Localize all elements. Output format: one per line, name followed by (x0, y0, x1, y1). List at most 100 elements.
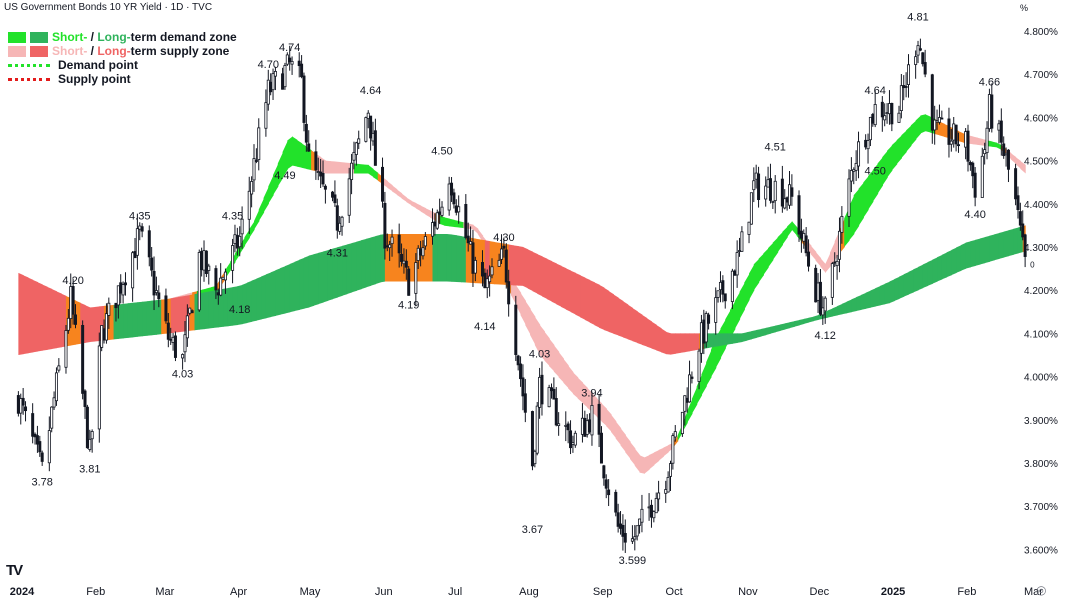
candle (633, 525, 637, 551)
zone-segment (477, 228, 484, 243)
candle (852, 167, 856, 185)
candle (847, 169, 851, 227)
zone-segment (142, 301, 148, 337)
price-label: 4.64 (360, 85, 381, 97)
y-tick-label: 3.700% (1024, 502, 1058, 513)
zone-segment (261, 274, 267, 320)
zone-segment (258, 198, 265, 222)
zone-segment (770, 325, 776, 334)
zone-segment (756, 328, 762, 338)
candle (347, 167, 351, 223)
zone-segment (651, 321, 657, 351)
candle (254, 148, 258, 164)
candle (723, 293, 727, 309)
price-label: 4.81 (907, 12, 928, 24)
zone-segment (810, 245, 817, 261)
candle (352, 141, 356, 170)
zone-segment (370, 236, 376, 286)
zone-segment (558, 351, 564, 383)
zone-segment (406, 197, 412, 206)
zone-segment (85, 305, 91, 343)
zone-segment (392, 185, 398, 195)
zone-segment (765, 326, 772, 336)
legend-supply-point: Supply point (8, 72, 237, 86)
zone-segment (137, 301, 143, 337)
candle (1021, 210, 1025, 241)
candle (704, 311, 708, 348)
zone-segment (208, 290, 215, 329)
settings-icon[interactable]: ◎ (1036, 583, 1047, 597)
zone-segment (853, 188, 860, 235)
zone-segment (989, 234, 995, 262)
last-price-marker: 0 (1030, 260, 1035, 269)
y-tick-label: 4.100% (1024, 329, 1058, 340)
candle (802, 229, 806, 249)
zone-segment (342, 244, 348, 296)
candle (507, 269, 511, 317)
candle (733, 269, 737, 276)
candle (204, 250, 208, 278)
zone-segment (494, 241, 500, 285)
candle (430, 208, 434, 245)
y-tick-label: 4.400% (1024, 200, 1058, 211)
candle (897, 105, 901, 123)
price-label: 4.20 (62, 275, 83, 287)
candle (454, 199, 458, 216)
candle (623, 519, 627, 553)
zone-segment (513, 245, 519, 286)
y-tick-label: 4.000% (1024, 373, 1058, 384)
zone-segment (232, 286, 238, 326)
candle (147, 225, 151, 267)
zone-segment (525, 300, 531, 336)
zone-segment (444, 217, 450, 227)
candle (583, 410, 587, 437)
candle (921, 52, 925, 67)
candle (873, 90, 877, 128)
zone-segment (242, 282, 248, 325)
candle (887, 90, 891, 125)
candle (231, 238, 235, 284)
zone-segment (565, 268, 572, 313)
x-tick-label: Mar (155, 586, 174, 598)
price-label: 4.40 (964, 209, 985, 221)
zone-segment (594, 282, 600, 328)
zone-segment (387, 181, 393, 192)
candle (783, 189, 787, 210)
zone-segment (251, 278, 257, 322)
candle (652, 510, 656, 523)
candle (550, 383, 554, 399)
candle (414, 253, 418, 307)
candle (902, 75, 906, 101)
zone-segment (273, 163, 279, 196)
candle (300, 55, 304, 79)
candle (616, 503, 620, 533)
zone-segment (582, 382, 588, 408)
zone-segment (344, 162, 350, 174)
candle (19, 393, 23, 425)
zone-segment (687, 398, 693, 423)
candle (857, 131, 861, 179)
zone-bands (18, 114, 1026, 474)
x-tick-label: Jun (375, 586, 393, 598)
zone-segment (170, 297, 177, 334)
zone-segment (841, 301, 848, 315)
candle (866, 133, 870, 164)
candle (190, 309, 194, 314)
candle (114, 302, 118, 322)
tradingview-logo-icon[interactable]: TV (6, 562, 23, 579)
candle (949, 129, 953, 152)
zone-segment (330, 161, 336, 174)
candle (987, 88, 991, 132)
zone-segment (865, 290, 872, 309)
candle (381, 157, 385, 208)
candle (252, 144, 256, 192)
candle (140, 223, 144, 238)
zone-segment (906, 125, 912, 152)
candle (271, 68, 275, 101)
zone-segment (368, 164, 374, 178)
legend-demand-point: Demand point (8, 58, 237, 72)
zone-segment (768, 242, 774, 268)
zone-segment (663, 445, 669, 457)
zone-segment (544, 331, 550, 367)
